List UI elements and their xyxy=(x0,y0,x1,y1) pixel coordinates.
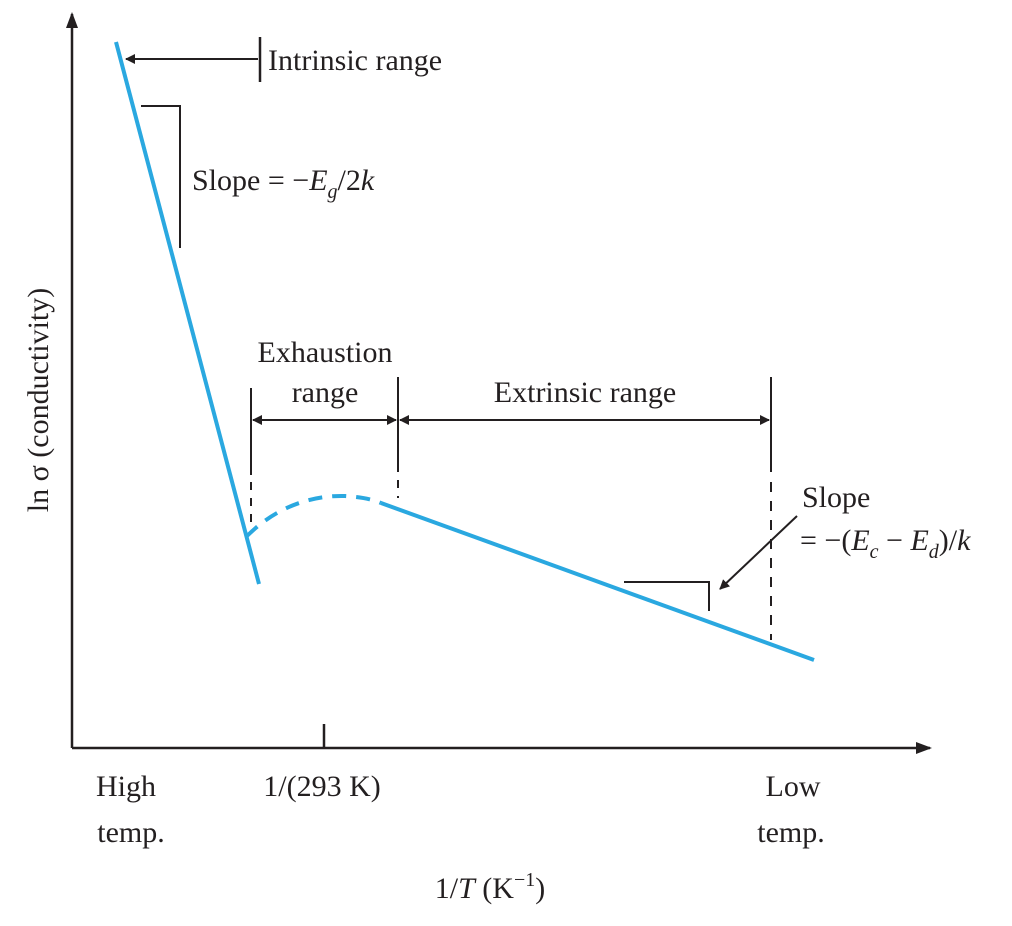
intrinsic-slope-label: Slope = −Eg/2k xyxy=(192,164,375,203)
extrinsic-slope-label-line2: = −(Ec − Ed)/k xyxy=(800,524,971,563)
x-label-low-line1: Low xyxy=(766,770,821,803)
exhaustion-range-label-line2: range xyxy=(292,376,359,409)
intrinsic-range-label: Intrinsic range xyxy=(268,44,442,77)
extrinsic-slope-triangle xyxy=(624,581,710,611)
extrinsic-curve xyxy=(380,501,815,662)
y-axis-label: ln σ (conductivity) xyxy=(22,288,55,512)
exhaustion-curve xyxy=(245,493,382,538)
x-label-high-line2: temp. xyxy=(97,816,165,849)
intrinsic-slope-triangle xyxy=(141,105,181,248)
x-label-high-line1: High xyxy=(96,770,156,803)
intrinsic-curve xyxy=(114,41,261,585)
x-label-low-line2: temp. xyxy=(757,816,825,849)
x-axis-label: 1/T (K−1) xyxy=(435,869,545,905)
extrinsic-range-label: Extrinsic range xyxy=(494,376,676,409)
exhaustion-range-label-line1: Exhaustion xyxy=(258,336,393,369)
extrinsic-slope-leader xyxy=(719,515,798,590)
x-label-293: 1/(293 K) xyxy=(263,770,380,803)
extrinsic-slope-label-line1: Slope xyxy=(802,481,870,514)
